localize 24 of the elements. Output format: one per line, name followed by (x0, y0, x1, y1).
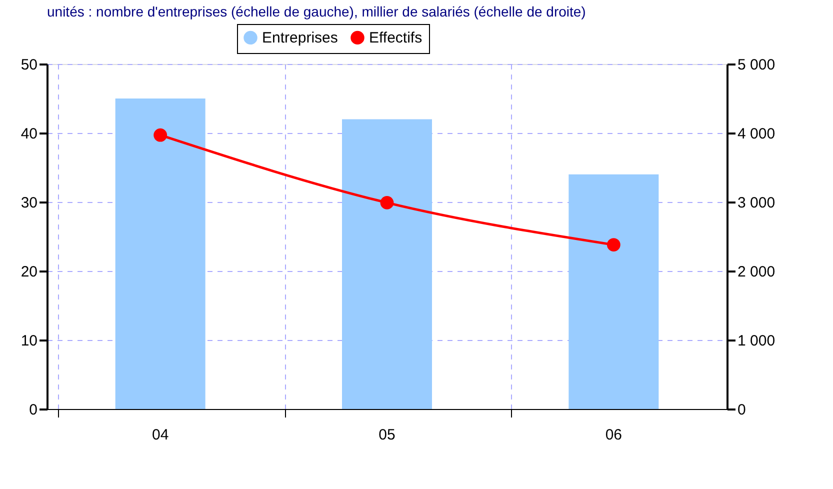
y-tick-label: 20 (20, 264, 38, 280)
y2-tick-label: 2 000 (738, 264, 776, 280)
legend-label: Entreprises (262, 30, 338, 47)
y-tick-label: 50 (20, 56, 38, 74)
point (154, 128, 168, 142)
bar (115, 98, 206, 409)
x-tick-label: 05 (378, 426, 396, 444)
legend-label: Effectifs (369, 30, 422, 47)
y2-tick-label: 1 000 (738, 332, 776, 350)
y2-tick-label: 3 000 (738, 194, 776, 212)
point (380, 196, 394, 210)
y-tick-label: 10 (20, 332, 38, 350)
y2-tick-label: 5 000 (738, 56, 776, 74)
bar (568, 174, 659, 409)
x-tick-label: 06 (605, 426, 622, 444)
y-tick-label: 30 (20, 194, 38, 212)
y-tick-label: 40 (20, 126, 38, 142)
point (606, 238, 620, 252)
bar (342, 119, 432, 409)
x-tick-label: 04 (152, 426, 169, 444)
y2-tick-label: 0 (738, 402, 746, 418)
chart-subtitle: unités : nombre d'entreprises (échelle de gauche), millier de salariés (échelle de droite) (47, 4, 586, 20)
y-tick-label: 0 (29, 402, 38, 418)
y2-tick-label: 4 000 (738, 126, 776, 142)
